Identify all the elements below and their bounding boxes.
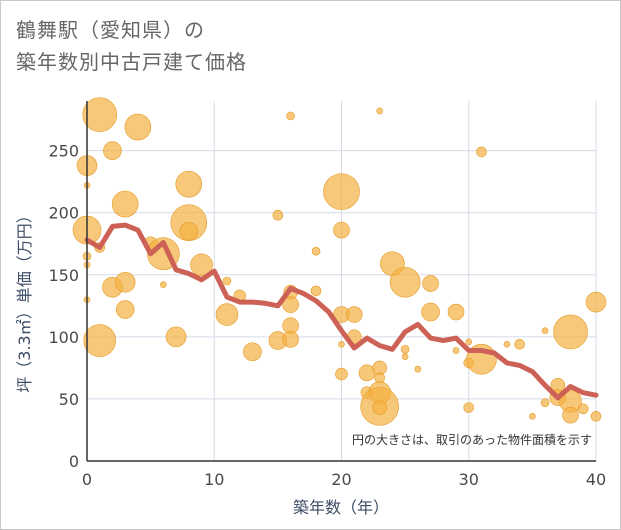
data-bubble <box>272 209 284 221</box>
data-bubble <box>111 190 139 218</box>
data-bubble <box>414 365 422 373</box>
data-bubble <box>577 403 589 415</box>
y-tick-label: 250 <box>48 142 79 161</box>
data-bubble <box>103 141 122 160</box>
y-tick-label: 200 <box>48 204 79 223</box>
data-bubble <box>476 146 487 158</box>
data-bubble <box>400 344 410 354</box>
data-bubble <box>529 413 536 420</box>
data-bubble <box>179 222 199 241</box>
average-line-series <box>84 222 599 401</box>
data-bubble <box>311 246 321 256</box>
x-axis-label: 築年数（年） <box>293 498 389 517</box>
data-bubble <box>541 327 549 334</box>
data-bubble <box>590 411 602 422</box>
y-tick-label: 150 <box>48 266 79 285</box>
data-bubble <box>124 113 152 141</box>
data-bubble <box>335 367 348 381</box>
x-tick-label: 0 <box>82 470 92 489</box>
data-bubble <box>115 300 135 319</box>
data-bubble <box>562 406 579 424</box>
y-axis-label: 坪（3.3㎡）単価（万円） <box>15 207 34 392</box>
data-bubble <box>514 339 525 350</box>
average-price-line <box>84 222 599 401</box>
x-tick-label: 40 <box>586 470 606 489</box>
bubble-size-note: 円の大きさは、取引のあった物件面積を示す <box>352 432 592 447</box>
data-bubble <box>323 173 360 210</box>
data-bubble <box>463 402 475 413</box>
data-bubble <box>333 221 350 239</box>
x-tick-label: 10 <box>204 470 224 489</box>
data-bubble <box>282 296 299 313</box>
data-bubble <box>585 291 607 313</box>
chart-title: 鶴舞駅（愛知県）の 築年数別中古戸建て価格 <box>16 14 576 78</box>
x-tick-label: 30 <box>459 470 479 489</box>
y-tick-label: 0 <box>69 452 79 471</box>
data-bubble <box>338 341 345 348</box>
data-bubble <box>175 170 203 198</box>
data-bubble <box>286 111 295 121</box>
data-bubble <box>215 303 239 326</box>
data-bubble <box>222 276 232 286</box>
grid-lines <box>87 101 597 461</box>
bubble-series <box>72 97 607 426</box>
y-tick-label: 50 <box>59 390 79 409</box>
title-line-1: 鶴舞駅（愛知県）の <box>16 18 205 42</box>
data-bubble <box>503 341 511 348</box>
data-bubble <box>372 400 387 415</box>
data-bubble <box>452 347 460 354</box>
axes: 0 10 20 30 40 0 50 100 150 200 250 <box>48 101 606 489</box>
data-bubble <box>421 302 440 322</box>
data-bubble <box>389 266 421 298</box>
data-bubble <box>540 398 550 407</box>
data-bubble <box>83 324 117 357</box>
data-bubble <box>401 353 409 361</box>
data-bubble <box>282 331 299 348</box>
data-bubble <box>114 271 136 293</box>
x-tick-label: 20 <box>331 470 351 489</box>
data-bubble <box>422 275 439 292</box>
data-bubble <box>553 314 588 350</box>
data-bubble <box>165 326 187 348</box>
title-line-2: 築年数別中古戸建て価格 <box>16 50 247 74</box>
data-bubble <box>374 372 385 384</box>
data-bubble <box>447 303 465 321</box>
data-bubble <box>310 285 322 297</box>
data-bubble <box>243 342 262 362</box>
data-bubble <box>345 306 363 323</box>
data-bubble <box>376 107 383 115</box>
data-bubble <box>465 338 473 346</box>
data-bubble <box>82 97 118 132</box>
data-bubble <box>190 253 213 277</box>
data-bubble <box>160 281 167 289</box>
y-tick-label: 100 <box>48 328 79 347</box>
